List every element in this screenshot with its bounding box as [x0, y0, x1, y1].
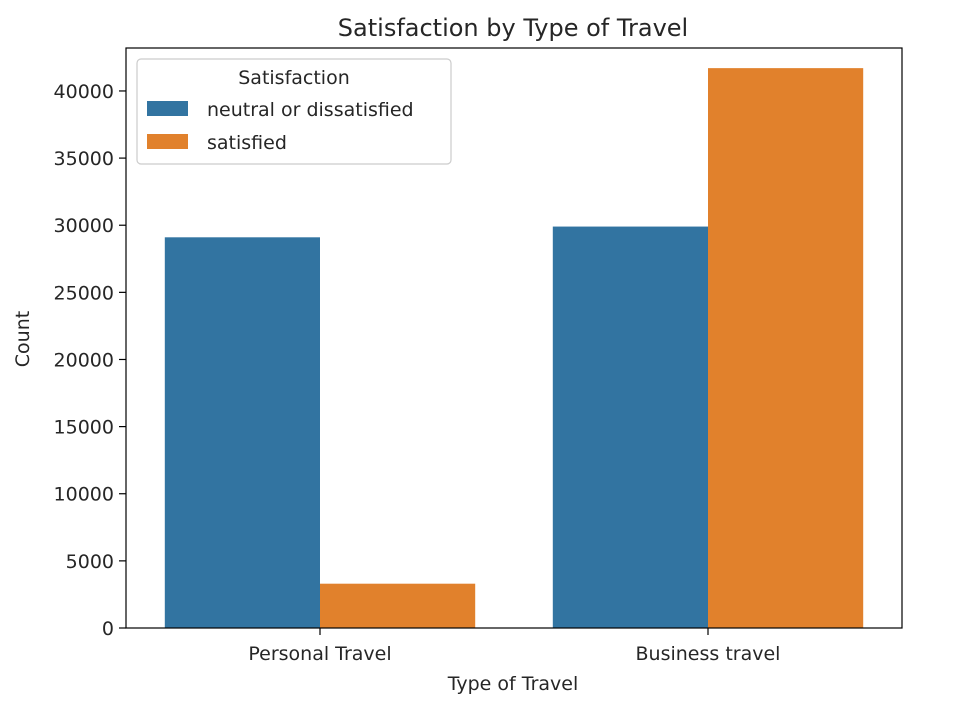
y-tick-label: 40000: [54, 81, 114, 103]
legend-title: Satisfaction: [238, 67, 350, 89]
legend-swatch: [147, 134, 188, 149]
bar-business-travel-neutral-or-dissatisfied: [552, 226, 708, 628]
y-tick-label: 25000: [54, 282, 114, 304]
plot-frame: [125, 47, 903, 629]
y-tick-label: 20000: [54, 349, 114, 371]
y-tick-label: 35000: [54, 148, 114, 170]
bar-business-travel-satisfied: [708, 68, 864, 628]
x-tick-label: Personal Travel: [248, 643, 391, 665]
legend-swatch: [147, 101, 188, 116]
y-tick-label: 10000: [54, 484, 114, 506]
x-axis-label: Type of Travel: [447, 673, 579, 695]
y-tick-label: 0: [102, 618, 114, 640]
y-axis: 0 5000 10000 15000 20000 25000 30000 35000 40000: [54, 81, 126, 640]
x-tick-label: Business travel: [636, 643, 781, 665]
y-tick-label: 30000: [54, 215, 114, 237]
y-tick-label: 5000: [66, 551, 114, 573]
chart-title: Satisfaction by Type of Travel: [338, 14, 688, 42]
x-axis: Personal Travel Business travel: [248, 628, 780, 665]
legend-label: neutral or dissatisfied: [207, 99, 414, 121]
bar-personal-travel-satisfied: [320, 583, 476, 628]
plot-area: [125, 47, 903, 629]
legend-box: [136, 58, 452, 165]
y-axis-label: Count: [12, 311, 34, 367]
legend: Satisfaction neutral or dissatisfied satis…: [136, 58, 452, 165]
bar-personal-travel-neutral-or-dissatisfied: [164, 237, 320, 629]
legend-label: satisfied: [207, 132, 287, 154]
y-tick-label: 15000: [54, 417, 114, 439]
